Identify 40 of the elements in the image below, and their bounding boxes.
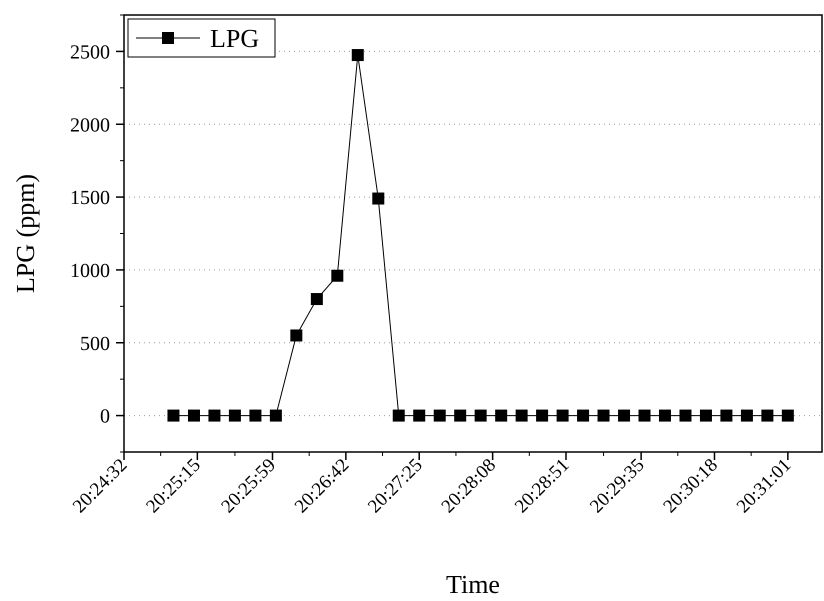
point bbox=[413, 410, 426, 422]
point bbox=[208, 410, 220, 422]
y-axis-title: LPG (ppm) bbox=[11, 174, 40, 294]
y-tick-label: 2500 bbox=[70, 41, 110, 64]
x-axis-title: Time bbox=[446, 570, 500, 599]
point bbox=[474, 410, 487, 422]
point bbox=[270, 410, 282, 422]
point bbox=[290, 329, 302, 342]
point bbox=[310, 293, 323, 306]
point bbox=[516, 410, 528, 422]
point bbox=[536, 410, 548, 422]
point bbox=[577, 410, 590, 422]
point bbox=[598, 410, 610, 422]
point bbox=[720, 410, 732, 422]
y-tick-label: 1500 bbox=[70, 187, 110, 210]
point bbox=[761, 410, 774, 422]
point bbox=[638, 410, 651, 422]
point bbox=[188, 410, 200, 422]
y-tick-label: 500 bbox=[80, 332, 110, 355]
point bbox=[331, 270, 344, 282]
y-tick-label: 2000 bbox=[70, 114, 110, 136]
y-tick-label: 1000 bbox=[70, 260, 110, 282]
point bbox=[740, 410, 753, 422]
point bbox=[392, 410, 405, 422]
point bbox=[228, 410, 241, 422]
point bbox=[434, 410, 446, 422]
point bbox=[352, 49, 364, 62]
point bbox=[495, 410, 508, 422]
y-tick-label: 0 bbox=[100, 406, 110, 428]
point bbox=[556, 410, 569, 422]
point bbox=[700, 410, 712, 422]
point bbox=[679, 410, 692, 422]
point bbox=[372, 192, 384, 205]
legend-label: LPG bbox=[210, 24, 260, 54]
point bbox=[618, 410, 630, 422]
point bbox=[249, 410, 262, 422]
point bbox=[658, 410, 671, 422]
point bbox=[782, 410, 794, 422]
point bbox=[167, 410, 180, 422]
point bbox=[454, 410, 466, 422]
